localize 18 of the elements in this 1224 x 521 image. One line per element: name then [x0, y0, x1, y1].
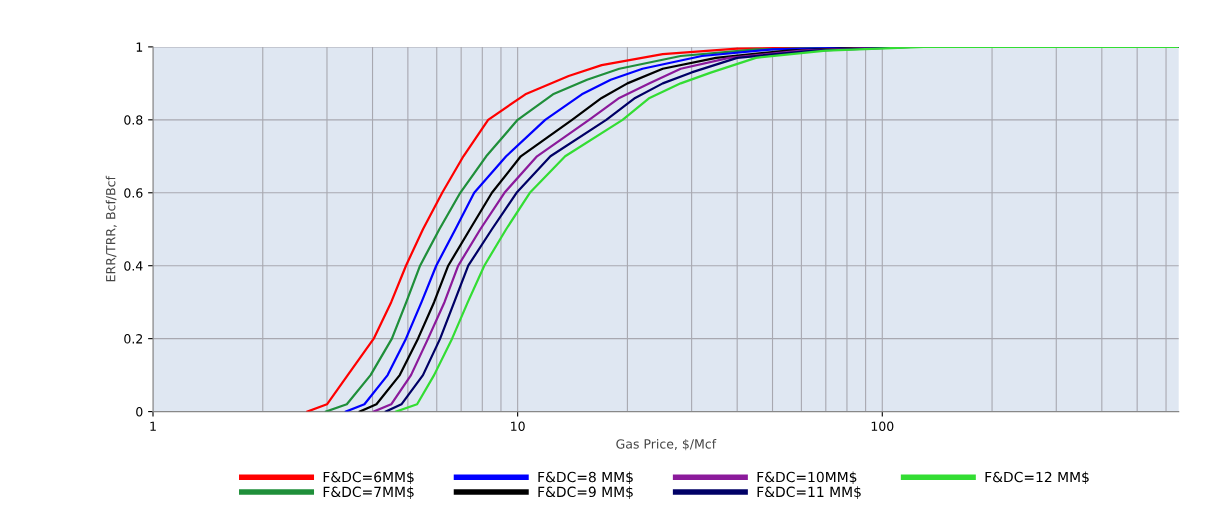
y-axis-title: ERR/TRR, Bcf/Bcf — [105, 175, 117, 282]
legend-label: F&DC=8 MM$ — [538, 471, 633, 485]
x-axis-title: Gas Price, $/Mcf — [616, 438, 717, 451]
y-tick-label: 0.4 — [124, 261, 143, 271]
y-tick-label: 0 — [136, 407, 143, 417]
legend-label: F&DC=11 MM$ — [757, 486, 861, 499]
y-tick-label: 0.2 — [124, 334, 143, 344]
legend-label: F&DC=7MM$ — [323, 486, 414, 499]
y-tick-label: 1 — [136, 42, 143, 52]
x-tick-label: 10 — [511, 421, 525, 431]
y-tick-label: 0.8 — [124, 115, 143, 125]
x-tick-label: 100 — [871, 421, 894, 431]
legend-label: F&DC=12 MM$ — [985, 471, 1089, 485]
legend-label: F&DC=10MM$ — [757, 471, 857, 485]
x-tick-label: 1 — [150, 421, 156, 431]
legend-label: F&DC=6MM$ — [323, 471, 414, 485]
legend-label: F&DC=9 MM$ — [538, 486, 633, 499]
y-tick-label: 0.6 — [124, 188, 143, 198]
